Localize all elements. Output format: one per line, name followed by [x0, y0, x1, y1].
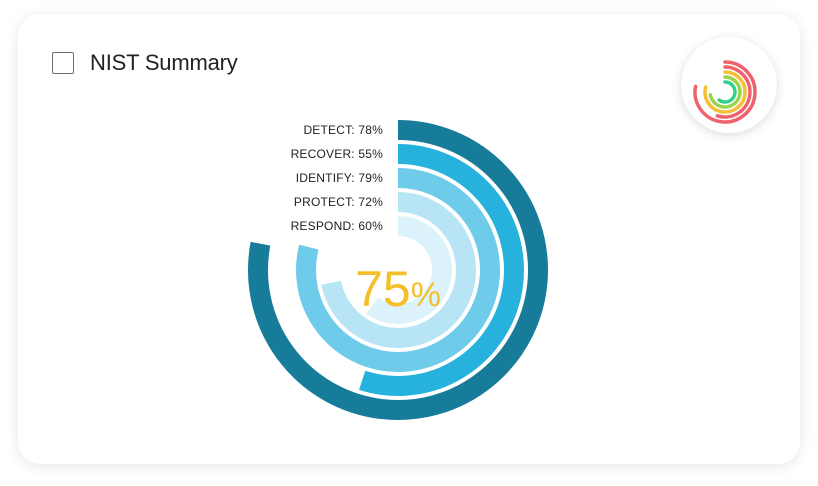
radial-bars: [248, 120, 548, 420]
radial-labels: DETECT: 78% RECOVER: 55% IDENTIFY: 79% PROT…: [291, 123, 384, 233]
mini-bar-4: [717, 80, 737, 104]
overall-score-unit: %: [411, 276, 441, 314]
bar-respond[interactable]: [366, 216, 452, 324]
label-detect: DETECT: 78%: [303, 123, 383, 137]
card-title: NIST Summary: [90, 50, 238, 75]
overall-score: 75%: [355, 261, 441, 317]
overall-score-number: 75: [355, 261, 411, 317]
mini-bar-0: [693, 60, 757, 124]
card-header: NIST Summary: [52, 50, 238, 76]
label-respond: RESPOND: 60%: [291, 219, 384, 233]
mini-bar-2: [703, 70, 747, 114]
select-checkbox[interactable]: [52, 52, 74, 74]
label-identify: IDENTIFY: 79%: [296, 171, 383, 185]
bar-detect[interactable]: [248, 120, 548, 420]
bar-identify[interactable]: [296, 168, 500, 372]
bar-recover[interactable]: [359, 144, 524, 396]
mini-chart-badge[interactable]: [681, 37, 777, 133]
mini-bar-3: [708, 75, 742, 109]
label-protect: PROTECT: 72%: [294, 195, 383, 209]
bar-protect[interactable]: [321, 192, 476, 348]
label-recover: RECOVER: 55%: [291, 147, 384, 161]
mini-bar-1: [715, 65, 752, 119]
mini-radial-chart-icon: [693, 60, 757, 124]
